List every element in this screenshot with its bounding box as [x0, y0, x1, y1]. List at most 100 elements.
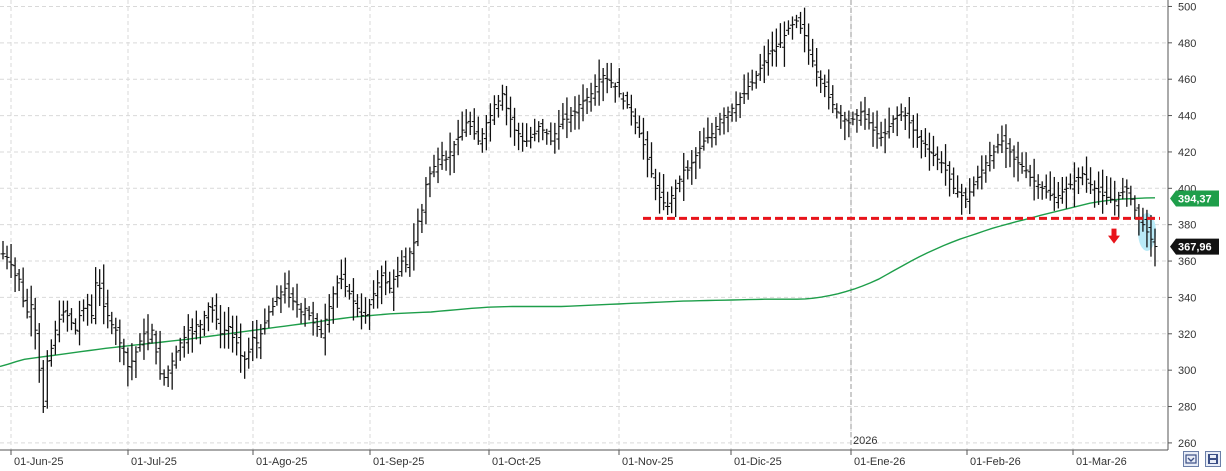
ohlc-bar: [181, 325, 187, 358]
ohlc-bar: [600, 67, 606, 102]
ohlc-bar: [278, 285, 284, 314]
ohlc-bar: [399, 250, 405, 277]
ohlc-bar: [874, 110, 880, 149]
ohlc-bar: [854, 109, 860, 133]
ohlc-bar: [1003, 124, 1009, 168]
ohlc-bar: [495, 94, 501, 118]
ohlc-bar: [971, 176, 977, 197]
ohlc-bar: [435, 147, 441, 184]
ohlc-bar: [693, 147, 699, 180]
ohlc-bar: [882, 118, 888, 154]
last-price-tag-label: 367,96: [1178, 242, 1212, 254]
ohlc-bar: [145, 314, 151, 351]
ohlc-bar: [624, 91, 630, 109]
save-button[interactable]: [1205, 451, 1221, 467]
zoom-icon: [1185, 454, 1197, 464]
ohlc-bar: [878, 121, 884, 147]
ohlc-bar: [4, 245, 10, 270]
ohlc-bar: [560, 103, 566, 130]
ohlc-bar: [685, 160, 691, 180]
ohlc-bar: [173, 345, 179, 369]
ohlc-bar: [371, 280, 377, 309]
ohlc-bar: [1051, 176, 1057, 211]
ohlc-bar: [439, 141, 445, 170]
ohlc-bar: [60, 300, 66, 323]
ohlc-bar: [213, 293, 219, 330]
ohlc-bar: [141, 318, 147, 360]
ohlc-bar: [596, 59, 602, 106]
ohlc-bar: [73, 318, 79, 335]
ohlc-bar: [201, 310, 207, 336]
ohlc-bar: [375, 270, 381, 309]
zoom-button[interactable]: [1183, 451, 1199, 467]
ohlc-bar: [209, 297, 215, 323]
ohlc-bar: [963, 187, 969, 209]
ohlc-bar: [262, 308, 268, 335]
ohlc-bar: [1096, 171, 1102, 205]
ohlc-bar: [475, 116, 481, 145]
ohlc-bar: [532, 118, 538, 142]
ohlc-bar: [1148, 215, 1154, 257]
ohlc-bar: [898, 103, 904, 122]
ohlc-bar: [234, 315, 240, 356]
ohlc-bar: [846, 110, 852, 138]
ohlc-bar: [48, 339, 54, 367]
ohlc-bar: [677, 175, 683, 193]
ohlc-bar: [85, 293, 91, 326]
ohlc-bar: [346, 283, 352, 300]
ohlc-bar: [314, 313, 320, 337]
ohlc-bar: [830, 85, 836, 114]
ohlc-bar: [745, 72, 751, 100]
ohlc-bar: [773, 28, 779, 67]
ohlc-bar: [1116, 191, 1122, 219]
ohlc-bar: [717, 112, 723, 136]
ohlc-bar: [350, 278, 356, 321]
ohlc-bar: [133, 346, 139, 379]
ohlc-bar: [205, 302, 211, 332]
ohlc-bar: [463, 109, 469, 137]
down-arrow-icon: [1108, 228, 1120, 244]
ohlc-bar: [318, 319, 324, 338]
ohlc-bar: [842, 111, 848, 141]
ohlc-bar: [725, 106, 731, 133]
ohlc-bar: [322, 303, 328, 356]
ohlc-bar: [419, 203, 425, 233]
ohlc-bar: [8, 243, 14, 278]
ohlc-bar: [44, 350, 50, 409]
ohlc-bar: [987, 141, 993, 172]
ohlc-bar: [117, 319, 123, 363]
ohlc-bar: [999, 125, 1005, 154]
x-tick-label: 01-Ene-26: [854, 456, 905, 468]
ohlc-bar: [665, 191, 671, 215]
ohlc-bar: [798, 11, 804, 34]
ohlc-bar: [169, 352, 175, 390]
ohlc-bars-layer: [0, 7, 1158, 413]
ohlc-bar: [467, 111, 473, 136]
ohlc-bar: [334, 275, 340, 308]
ohlc-bar: [342, 257, 348, 297]
ohlc-bar: [1031, 158, 1037, 201]
ohlc-bar: [379, 265, 385, 305]
x-tick-label: 01-Sep-25: [373, 456, 424, 468]
ohlc-bar: [584, 88, 590, 114]
ohlc-bar: [64, 300, 70, 332]
y-tick-label: 380: [1178, 220, 1196, 232]
ohlc-bar: [274, 285, 280, 306]
ohlc-bar: [757, 53, 763, 81]
ohlc-bar: [153, 330, 159, 365]
ohlc-bar: [580, 84, 586, 122]
ohlc-bar: [902, 107, 908, 130]
ohlc-bar: [487, 103, 493, 142]
ohlc-bar: [238, 323, 244, 373]
ohlc-bar: [657, 172, 663, 214]
ohlc-bar: [0, 240, 6, 260]
ohlc-bar: [983, 155, 989, 183]
ohlc-bar: [777, 23, 783, 48]
ohlc-bar: [632, 108, 638, 135]
year-marker-label: 2026: [853, 435, 877, 447]
y-tick-label: 440: [1178, 111, 1196, 123]
ohlc-bar: [193, 310, 199, 340]
ohlc-bar: [653, 168, 659, 201]
y-tick-label: 320: [1178, 329, 1196, 341]
ohlc-bar: [934, 146, 940, 171]
